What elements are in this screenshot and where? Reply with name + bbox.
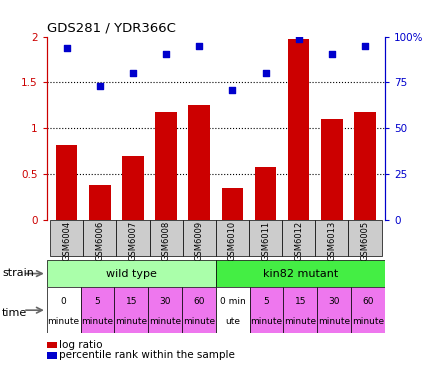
Text: 0: 0 <box>61 298 66 306</box>
Text: minute: minute <box>183 317 215 326</box>
Text: kin82 mutant: kin82 mutant <box>263 269 338 279</box>
FancyBboxPatch shape <box>182 287 216 333</box>
Text: GDS281 / YDR366C: GDS281 / YDR366C <box>47 21 176 34</box>
Bar <box>255 167 276 220</box>
Text: GSM6013: GSM6013 <box>328 221 336 261</box>
Point <box>262 70 269 76</box>
Text: GSM6004: GSM6004 <box>62 221 71 261</box>
Bar <box>288 39 309 220</box>
Text: GSM6008: GSM6008 <box>162 221 170 261</box>
FancyBboxPatch shape <box>216 287 250 333</box>
Text: GSM6011: GSM6011 <box>261 221 270 261</box>
Text: minute: minute <box>251 317 283 326</box>
FancyBboxPatch shape <box>316 220 348 256</box>
Text: 60: 60 <box>362 298 374 306</box>
Text: minute: minute <box>284 317 316 326</box>
FancyBboxPatch shape <box>351 287 385 333</box>
Point <box>162 51 170 57</box>
Text: GSM6010: GSM6010 <box>228 221 237 261</box>
FancyBboxPatch shape <box>83 220 116 256</box>
FancyBboxPatch shape <box>249 220 282 256</box>
Point <box>63 45 70 51</box>
Bar <box>155 112 177 220</box>
Text: 0 min: 0 min <box>220 298 246 306</box>
Bar <box>122 156 144 220</box>
Bar <box>89 185 110 220</box>
FancyBboxPatch shape <box>216 220 249 256</box>
Text: time: time <box>2 308 28 318</box>
Text: GSM6012: GSM6012 <box>294 221 303 261</box>
Text: minute: minute <box>149 317 181 326</box>
Text: 30: 30 <box>328 298 340 306</box>
Point <box>96 83 103 89</box>
FancyBboxPatch shape <box>81 287 114 333</box>
Text: 30: 30 <box>159 298 171 306</box>
FancyBboxPatch shape <box>50 220 83 256</box>
Text: minute: minute <box>318 317 350 326</box>
FancyBboxPatch shape <box>216 260 385 287</box>
Point <box>295 36 302 42</box>
Point <box>196 43 203 49</box>
Bar <box>222 188 243 220</box>
Text: ute: ute <box>225 317 240 326</box>
Text: minute: minute <box>115 317 147 326</box>
Bar <box>56 145 77 220</box>
Text: 5: 5 <box>264 298 269 306</box>
FancyBboxPatch shape <box>47 260 216 287</box>
FancyBboxPatch shape <box>148 287 182 333</box>
FancyBboxPatch shape <box>317 287 351 333</box>
FancyBboxPatch shape <box>116 220 150 256</box>
Text: minute: minute <box>352 317 384 326</box>
Text: GSM6007: GSM6007 <box>129 221 138 261</box>
Point <box>361 43 368 49</box>
Point <box>229 87 236 93</box>
Text: 60: 60 <box>193 298 205 306</box>
Bar <box>354 112 376 220</box>
Bar <box>189 105 210 220</box>
Bar <box>321 119 343 220</box>
Text: GSM6005: GSM6005 <box>360 221 369 261</box>
Text: GSM6009: GSM6009 <box>195 221 204 261</box>
FancyBboxPatch shape <box>348 220 382 256</box>
Point <box>129 70 137 76</box>
Point <box>328 51 336 57</box>
Text: strain: strain <box>2 268 34 279</box>
FancyBboxPatch shape <box>114 287 148 333</box>
FancyBboxPatch shape <box>250 287 283 333</box>
Text: minute: minute <box>48 317 80 326</box>
FancyBboxPatch shape <box>150 220 182 256</box>
FancyBboxPatch shape <box>283 287 317 333</box>
FancyBboxPatch shape <box>282 220 316 256</box>
Text: wild type: wild type <box>106 269 157 279</box>
Text: GSM6006: GSM6006 <box>95 221 104 261</box>
Text: percentile rank within the sample: percentile rank within the sample <box>59 350 235 361</box>
FancyBboxPatch shape <box>182 220 216 256</box>
FancyBboxPatch shape <box>47 287 81 333</box>
Text: 15: 15 <box>295 298 306 306</box>
Text: 15: 15 <box>125 298 137 306</box>
Text: log ratio: log ratio <box>59 340 103 350</box>
Text: minute: minute <box>81 317 113 326</box>
Text: 5: 5 <box>95 298 100 306</box>
